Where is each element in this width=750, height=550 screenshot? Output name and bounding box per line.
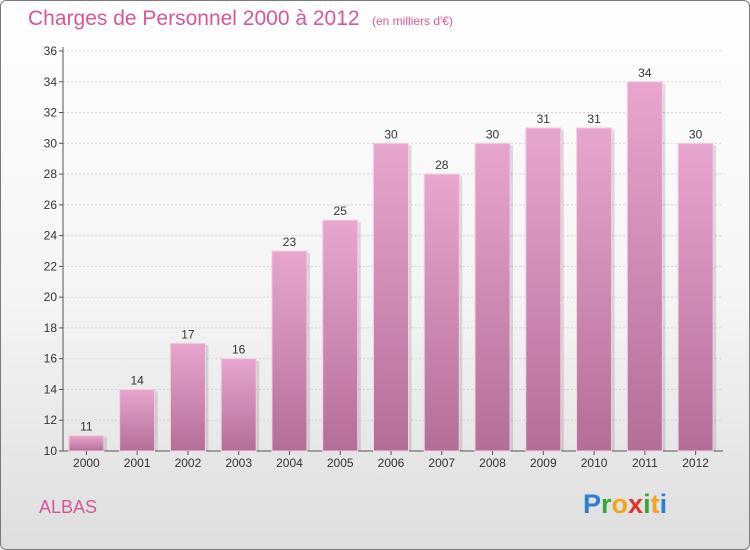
- chart-subtitle: (en milliers d'€): [372, 14, 453, 28]
- y-tick-label: 30: [44, 136, 58, 150]
- x-tick-label: 2010: [581, 456, 608, 470]
- bar-value-label: 30: [384, 127, 398, 141]
- bar-value-label: 23: [283, 235, 297, 249]
- bar: [119, 388, 156, 452]
- logo-letter: o: [611, 489, 629, 519]
- y-tick-label: 10: [44, 444, 58, 458]
- y-tick-label: 32: [44, 106, 58, 120]
- logo-letter: t: [650, 489, 660, 519]
- bar: [626, 81, 663, 452]
- bar-value-label: 14: [130, 373, 144, 387]
- y-tick-label: 14: [44, 382, 58, 396]
- y-tick-label: 20: [44, 290, 58, 304]
- bar-value-label: 30: [689, 127, 703, 141]
- bar-value-label: 11: [80, 420, 93, 434]
- x-tick-label: 2000: [73, 456, 100, 470]
- bar-value-label: 16: [232, 343, 246, 357]
- bar-value-label: 31: [587, 112, 601, 126]
- logo-letter: i: [643, 489, 651, 519]
- x-tick-label: 2008: [479, 456, 506, 470]
- y-tick-label: 26: [44, 198, 58, 212]
- proxiti-logo: Proxiti: [583, 489, 667, 520]
- bar-value-label: 17: [181, 327, 195, 341]
- bar: [677, 142, 714, 452]
- logo-letter: x: [628, 489, 644, 519]
- x-tick-label: 2004: [276, 456, 303, 470]
- y-tick-label: 16: [44, 352, 58, 366]
- bar: [373, 142, 409, 452]
- y-tick-label: 18: [44, 321, 58, 335]
- bar: [169, 342, 206, 452]
- x-tick-label: 2012: [682, 456, 709, 470]
- commune-name: ALBAS: [39, 497, 98, 517]
- x-tick-label: 2009: [530, 456, 557, 470]
- bar-value-label: 31: [537, 112, 551, 126]
- x-tick-label: 2005: [327, 456, 354, 470]
- logo-letter: i: [659, 489, 668, 519]
- chart-title: Charges de Personnel 2000 à 2012: [28, 7, 360, 30]
- y-tick-label: 24: [44, 229, 58, 243]
- bar: [576, 127, 613, 452]
- y-tick-label: 28: [44, 167, 58, 181]
- bar-value-label: 30: [486, 127, 500, 141]
- x-tick-label: 2011: [632, 456, 658, 470]
- logo-letter: P: [583, 489, 602, 519]
- y-tick-label: 22: [44, 259, 58, 273]
- bar: [423, 173, 460, 452]
- x-tick-label: 2002: [175, 456, 202, 470]
- x-tick-label: 2001: [124, 456, 151, 470]
- bar: [271, 250, 308, 452]
- bar-value-label: 28: [435, 158, 449, 172]
- y-tick-label: 12: [44, 413, 58, 427]
- y-tick-label: 36: [44, 44, 58, 58]
- bar: [220, 358, 257, 452]
- bar: [525, 127, 562, 452]
- x-tick-label: 2007: [428, 456, 455, 470]
- bar: [474, 142, 511, 452]
- y-tick-label: 34: [44, 75, 58, 89]
- x-tick-label: 2003: [225, 456, 252, 470]
- x-tick-label: 2006: [378, 456, 405, 470]
- logo-letter: r: [601, 489, 612, 519]
- bar: [68, 435, 105, 452]
- bar-value-label: 25: [334, 204, 348, 218]
- bar: [322, 219, 359, 452]
- bar-value-label: 34: [638, 66, 652, 80]
